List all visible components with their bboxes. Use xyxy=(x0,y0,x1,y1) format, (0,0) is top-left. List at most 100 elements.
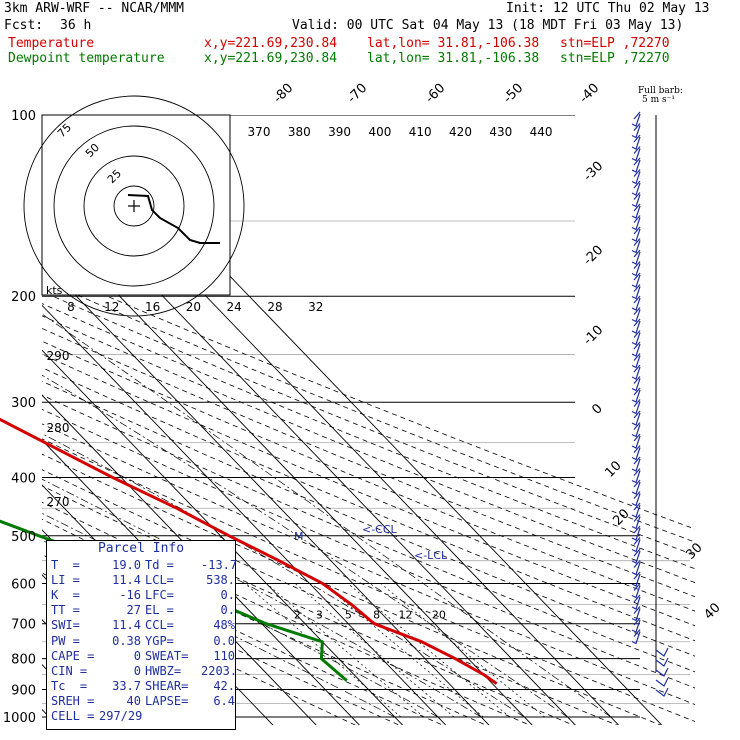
hodo-speed-label: 8 xyxy=(67,300,75,314)
parcel-v1: 0 xyxy=(133,663,141,678)
dry-adiabat xyxy=(42,327,695,598)
parcel-v1: 297/29 xyxy=(99,709,143,724)
parcel-v1: -16 xyxy=(119,588,141,603)
parcel-l1: CELL = xyxy=(51,709,95,724)
mixing-ratio-line xyxy=(294,583,455,718)
isotherm-label: 0 xyxy=(589,401,605,417)
theta-label: 400 xyxy=(368,125,391,139)
init-time: Init: 12 UTC Thu 02 May 13 xyxy=(506,1,710,16)
wind-barb xyxy=(655,657,669,667)
dry-adiabat xyxy=(42,408,695,689)
legend-temp-stn: stn=ELP ,72270 xyxy=(560,36,670,51)
parcel-v2: 42. xyxy=(213,678,235,693)
wind-barb xyxy=(631,238,641,254)
wind-barb xyxy=(631,433,641,449)
valid-time: Valid: 00 UTC Sat 04 May 13 (18 MDT Fri … xyxy=(292,18,684,33)
wind-barb xyxy=(631,594,641,610)
isotherm-label: 10 xyxy=(602,458,624,480)
wind-barb xyxy=(631,629,641,645)
fcst-value: 36 h xyxy=(60,18,92,33)
barb-legend-line1: Full barb: xyxy=(638,86,683,96)
hodo-speed-label: 16 xyxy=(145,300,160,314)
parcel-l1: SWI= xyxy=(51,618,80,633)
moist-adiabat xyxy=(42,539,395,718)
wind-barb xyxy=(631,169,641,185)
pressure-tick-label: 500 xyxy=(11,530,36,545)
parcel-row: K = -16 LFC= 0. xyxy=(47,588,235,603)
legend-dew-xy: x,y=221.69,230.84 xyxy=(204,51,338,66)
theta-left-label: 270 xyxy=(47,495,70,509)
wind-barbs xyxy=(631,111,669,697)
parcel-l2: LAPSE= xyxy=(145,693,189,708)
mixing-ratio-line xyxy=(347,583,511,718)
mixing-ratio-label: 2 xyxy=(294,609,301,622)
parcel-v1: 0 xyxy=(133,648,141,663)
parcel-row: PW = 0.38 YGP= 0.0 xyxy=(47,634,235,649)
isotherm-label: -40 xyxy=(577,81,603,107)
isotherm-line xyxy=(42,259,490,725)
dry-adiabat xyxy=(42,453,662,725)
parcel-l2: HWBZ= xyxy=(145,663,182,678)
wind-barb xyxy=(631,387,641,403)
hodograph-ring xyxy=(83,155,185,257)
wind-barb xyxy=(631,146,641,162)
parcel-v1: 19.0 xyxy=(112,558,141,573)
parcel-row: Tc = 33.7 SHEAR= 42. xyxy=(47,679,235,694)
parcel-v1: 33.7 xyxy=(112,678,141,693)
hodo-speed-label: 24 xyxy=(227,300,242,314)
hodo-speed-label: 12 xyxy=(104,300,119,314)
parcel-info-title: Parcel Info xyxy=(97,541,185,556)
isotherm-label: 20 xyxy=(610,506,632,528)
wind-barb xyxy=(631,284,641,300)
mixing-ratio-label: 5 xyxy=(345,609,352,622)
parcel-row: SWI= 11.4 CCL= 48% xyxy=(47,618,235,633)
isotherm-line xyxy=(42,214,533,725)
isotherm-label: 30 xyxy=(683,540,705,562)
hodograph xyxy=(23,95,245,317)
wind-barb xyxy=(631,364,641,380)
dry-adiabat xyxy=(42,469,618,725)
parcel-v2: 2203. xyxy=(201,663,238,678)
wind-barb xyxy=(631,548,641,564)
chart-annotation: <-CCL xyxy=(362,523,398,536)
parcel-row: CIN = 0 HWBZ= 2203. xyxy=(47,663,238,679)
wind-barb xyxy=(631,571,641,587)
wind-barb xyxy=(631,606,641,622)
dry-adiabat xyxy=(42,315,695,583)
wind-barb xyxy=(631,583,641,599)
parcel-v2: 0. xyxy=(220,588,235,603)
theta-label: 440 xyxy=(530,125,553,139)
wind-barb xyxy=(631,617,641,633)
hodo-speed-label: 32 xyxy=(308,300,323,314)
wind-barb xyxy=(631,514,641,530)
isotherm-label: -80 xyxy=(271,81,297,107)
parcel-row: LI = 11.4 LCL= 538. xyxy=(47,573,235,588)
wind-barb xyxy=(631,134,641,150)
isotherm-label: -70 xyxy=(345,81,371,107)
isotherm-line xyxy=(0,102,18,730)
hodograph-frame xyxy=(41,114,231,296)
parcel-v2 xyxy=(201,709,235,724)
isotherm-label: -20 xyxy=(581,243,607,269)
wind-barb xyxy=(631,307,641,323)
parcel-v1: 11.4 xyxy=(112,618,141,633)
wind-barb xyxy=(631,261,641,277)
wind-barb xyxy=(631,376,641,392)
hodograph-ring xyxy=(23,95,245,317)
wind-barb xyxy=(631,353,641,369)
pressure-tick-label: 700 xyxy=(11,618,36,633)
hodo-speed-label: 20 xyxy=(186,300,201,314)
parcel-l2: LCL= xyxy=(145,573,174,588)
wind-barb xyxy=(631,318,641,334)
wind-barb xyxy=(655,667,669,677)
wind-barb xyxy=(655,647,669,657)
wind-barb xyxy=(631,249,641,265)
wind-barb xyxy=(631,525,641,541)
isotherm-label: -50 xyxy=(501,81,527,107)
isotherm-label: -10 xyxy=(581,323,607,349)
parcel-v1: 11.4 xyxy=(112,573,141,588)
theta-label: 430 xyxy=(489,125,512,139)
pressure-tick-label: 1000 xyxy=(3,711,36,726)
wind-barb xyxy=(655,677,669,687)
wind-barb xyxy=(631,123,641,139)
